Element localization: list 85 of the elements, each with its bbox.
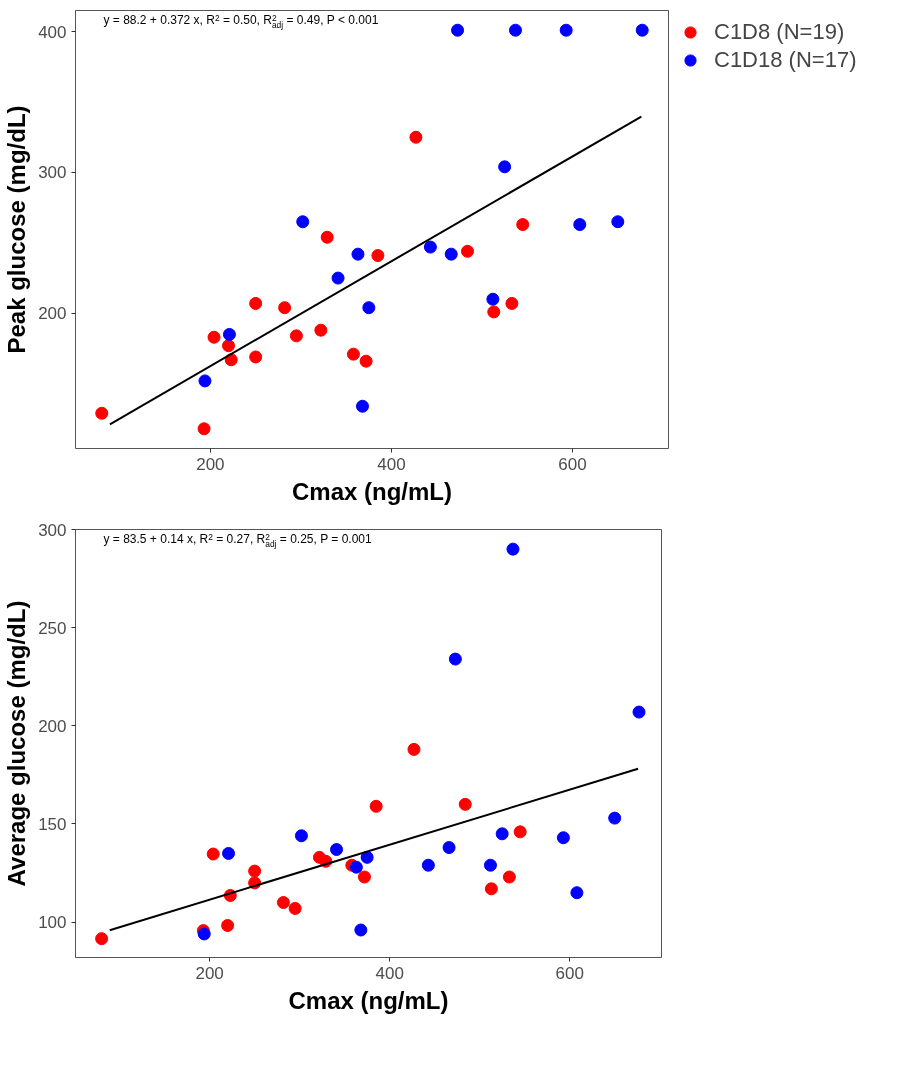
point (288, 901, 302, 915)
point (197, 422, 211, 436)
point (423, 240, 437, 254)
x-tick-label: 400 (375, 963, 404, 983)
point (354, 923, 368, 937)
point (632, 705, 646, 719)
legend-label: C1D18 (N=17) (714, 47, 857, 73)
y-tick-label: 200 (38, 304, 67, 324)
point (486, 292, 500, 306)
y-tick-label: 400 (38, 22, 67, 42)
y-tick-label: 300 (38, 163, 67, 183)
x-axis-title: Cmax (ng/mL) (292, 477, 453, 505)
point (249, 296, 263, 310)
point (222, 339, 235, 353)
point (483, 858, 497, 872)
point (95, 932, 109, 946)
point (573, 218, 587, 232)
point (222, 327, 236, 341)
point (570, 886, 584, 900)
point (357, 870, 371, 884)
point (371, 249, 385, 263)
point (451, 23, 465, 37)
point (448, 652, 462, 666)
point (608, 811, 622, 825)
point (362, 301, 376, 315)
point (351, 247, 365, 261)
point (513, 825, 527, 839)
point (248, 864, 262, 878)
legend-label: C1D8 (N=19) (714, 19, 845, 45)
point (444, 247, 458, 261)
point (421, 858, 435, 872)
point (221, 919, 235, 932)
point (369, 799, 383, 813)
x-tick-label: 200 (195, 963, 224, 983)
point (320, 230, 334, 244)
point (278, 301, 292, 315)
point (611, 215, 625, 229)
point (360, 850, 374, 864)
point (484, 882, 498, 896)
point (509, 23, 522, 37)
y-tick-label: 250 (38, 618, 67, 638)
point (276, 896, 290, 910)
point (487, 305, 501, 319)
point (442, 841, 456, 855)
point (505, 296, 519, 310)
point (296, 215, 310, 229)
point (222, 846, 236, 860)
point (289, 329, 303, 343)
point (409, 130, 423, 144)
point (635, 23, 649, 37)
point (359, 354, 373, 368)
y-tick-label: 300 (38, 520, 67, 540)
point (330, 843, 344, 857)
point (556, 831, 570, 845)
point (198, 374, 212, 388)
x-axis-title: Cmax (ng/mL) (288, 986, 449, 1014)
point (407, 742, 421, 756)
point (461, 244, 475, 258)
point (495, 827, 509, 841)
y-tick-label: 150 (38, 815, 67, 834)
point (207, 330, 221, 344)
point (206, 847, 220, 861)
y-axis-title: Peak glucose (mg/dL) (3, 105, 31, 354)
point (249, 350, 263, 364)
point (349, 860, 363, 874)
point (224, 353, 238, 367)
point (506, 542, 520, 556)
point (559, 23, 573, 37)
y-tick-label: 100 (38, 913, 67, 933)
x-tick-label: 200 (196, 454, 225, 474)
point (95, 406, 109, 420)
point (498, 160, 512, 174)
point (331, 271, 345, 285)
point (346, 347, 360, 361)
point (502, 870, 516, 884)
x-tick-label: 600 (558, 454, 587, 474)
point (458, 797, 472, 811)
point (314, 323, 328, 337)
point (294, 829, 308, 843)
x-tick-label: 600 (555, 963, 584, 983)
y-axis-title: Average glucose (mg/dL) (3, 600, 31, 887)
point (516, 218, 530, 232)
x-tick-label: 400 (377, 454, 406, 474)
y-tick-label: 200 (38, 716, 67, 736)
point (355, 399, 369, 413)
